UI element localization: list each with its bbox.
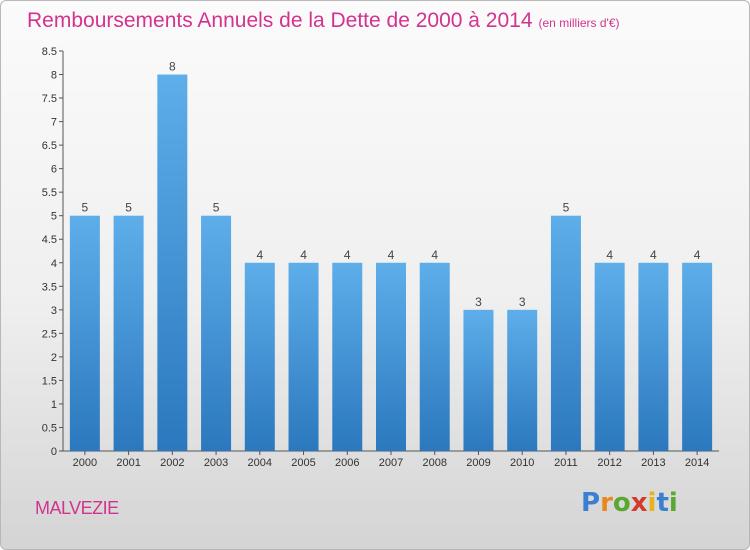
x-tick-label: 2001 <box>116 457 140 469</box>
data-label: 4 <box>344 248 351 262</box>
data-label: 8 <box>169 60 176 74</box>
x-tick-label: 2002 <box>160 457 184 469</box>
bar-2001 <box>113 215 144 451</box>
bar-2010 <box>507 309 538 451</box>
bar-2012 <box>594 262 625 451</box>
data-label: 5 <box>82 201 89 215</box>
bar-2003 <box>201 215 232 451</box>
data-label: 4 <box>431 248 438 262</box>
chart-subtitle: (en milliers d'€) <box>538 16 620 30</box>
y-tick-label: 1 <box>51 399 57 411</box>
data-label: 3 <box>475 295 482 309</box>
chart-bars <box>69 74 713 451</box>
chart-title: Remboursements Annuels de la Dette de 20… <box>27 9 620 33</box>
bar-2007 <box>376 262 406 451</box>
x-tick-label: 2010 <box>510 457 534 469</box>
y-tick-label: 0.5 <box>42 422 57 434</box>
bar-2011 <box>550 215 581 451</box>
bar-2006 <box>332 262 363 451</box>
y-tick-label: 5 <box>51 211 57 223</box>
x-tick-label: 2007 <box>379 457 403 469</box>
bar-2013 <box>638 262 669 451</box>
y-tick-label: 8.5 <box>42 46 57 58</box>
y-tick-label: 1.5 <box>42 375 57 387</box>
y-tick-label: 4 <box>51 258 57 270</box>
bar-2000 <box>69 215 100 451</box>
data-label: 4 <box>694 248 701 262</box>
x-tick-label: 2011 <box>554 457 578 469</box>
logo-letter: P <box>581 488 601 518</box>
x-tick-label: 2005 <box>291 457 315 469</box>
x-tick-label: 2014 <box>685 457 709 469</box>
data-label: 5 <box>213 201 220 215</box>
data-label: 3 <box>519 295 526 309</box>
data-label: 4 <box>300 248 307 262</box>
data-label: 4 <box>606 248 613 262</box>
y-tick-label: 3 <box>51 305 57 317</box>
chart-labels: 2000 5 2001 5 2002 8 2003 5 2004 4 2005 4 2006 4 2007 4… <box>73 60 710 469</box>
x-tick-label: 2006 <box>335 457 359 469</box>
logo-letter: t <box>656 488 669 518</box>
logo-letter: o <box>612 488 631 518</box>
title-text: Remboursements Annuels de la Dette de 20… <box>27 9 533 32</box>
y-tick-label: 5.5 <box>42 187 57 199</box>
data-label: 5 <box>125 201 132 215</box>
data-label: 4 <box>256 248 263 262</box>
data-label: 4 <box>650 248 657 262</box>
y-tick-label: 7 <box>51 117 57 129</box>
logo-letter: x <box>630 488 648 518</box>
x-tick-label: 2013 <box>641 457 665 469</box>
town-name: MALVEZIE <box>35 498 119 518</box>
x-tick-label: 2008 <box>422 457 446 469</box>
y-tick-label: 6.5 <box>42 140 57 152</box>
y-tick-label: 7.5 <box>42 93 57 105</box>
bar-2002 <box>157 74 188 451</box>
y-tick-label: 2 <box>51 352 57 364</box>
logo-letter: i <box>668 488 678 518</box>
x-tick-label: 2009 <box>466 457 490 469</box>
y-tick-label: 0 <box>51 446 57 458</box>
y-tick-label: 3.5 <box>42 281 57 293</box>
data-label: 5 <box>563 201 570 215</box>
logo-letter: r <box>600 488 613 518</box>
y-tick-label: 2.5 <box>42 328 57 340</box>
bar-2014 <box>682 262 713 451</box>
bar-2008 <box>419 262 450 451</box>
bar-2004 <box>244 262 275 451</box>
y-tick-label: 8 <box>51 70 57 82</box>
y-tick-label: 6 <box>51 164 57 176</box>
x-tick-label: 2000 <box>73 457 97 469</box>
bar-2009 <box>463 309 494 451</box>
bar-2005 <box>288 262 319 451</box>
x-tick-label: 2004 <box>248 457 272 469</box>
logo-letter: i <box>647 488 657 518</box>
proxiti-logo: Proxiti <box>581 488 678 518</box>
y-tick-label: 4.5 <box>42 234 57 246</box>
x-tick-label: 2012 <box>597 457 621 469</box>
data-label: 4 <box>388 248 395 262</box>
x-tick-label: 2003 <box>204 457 228 469</box>
